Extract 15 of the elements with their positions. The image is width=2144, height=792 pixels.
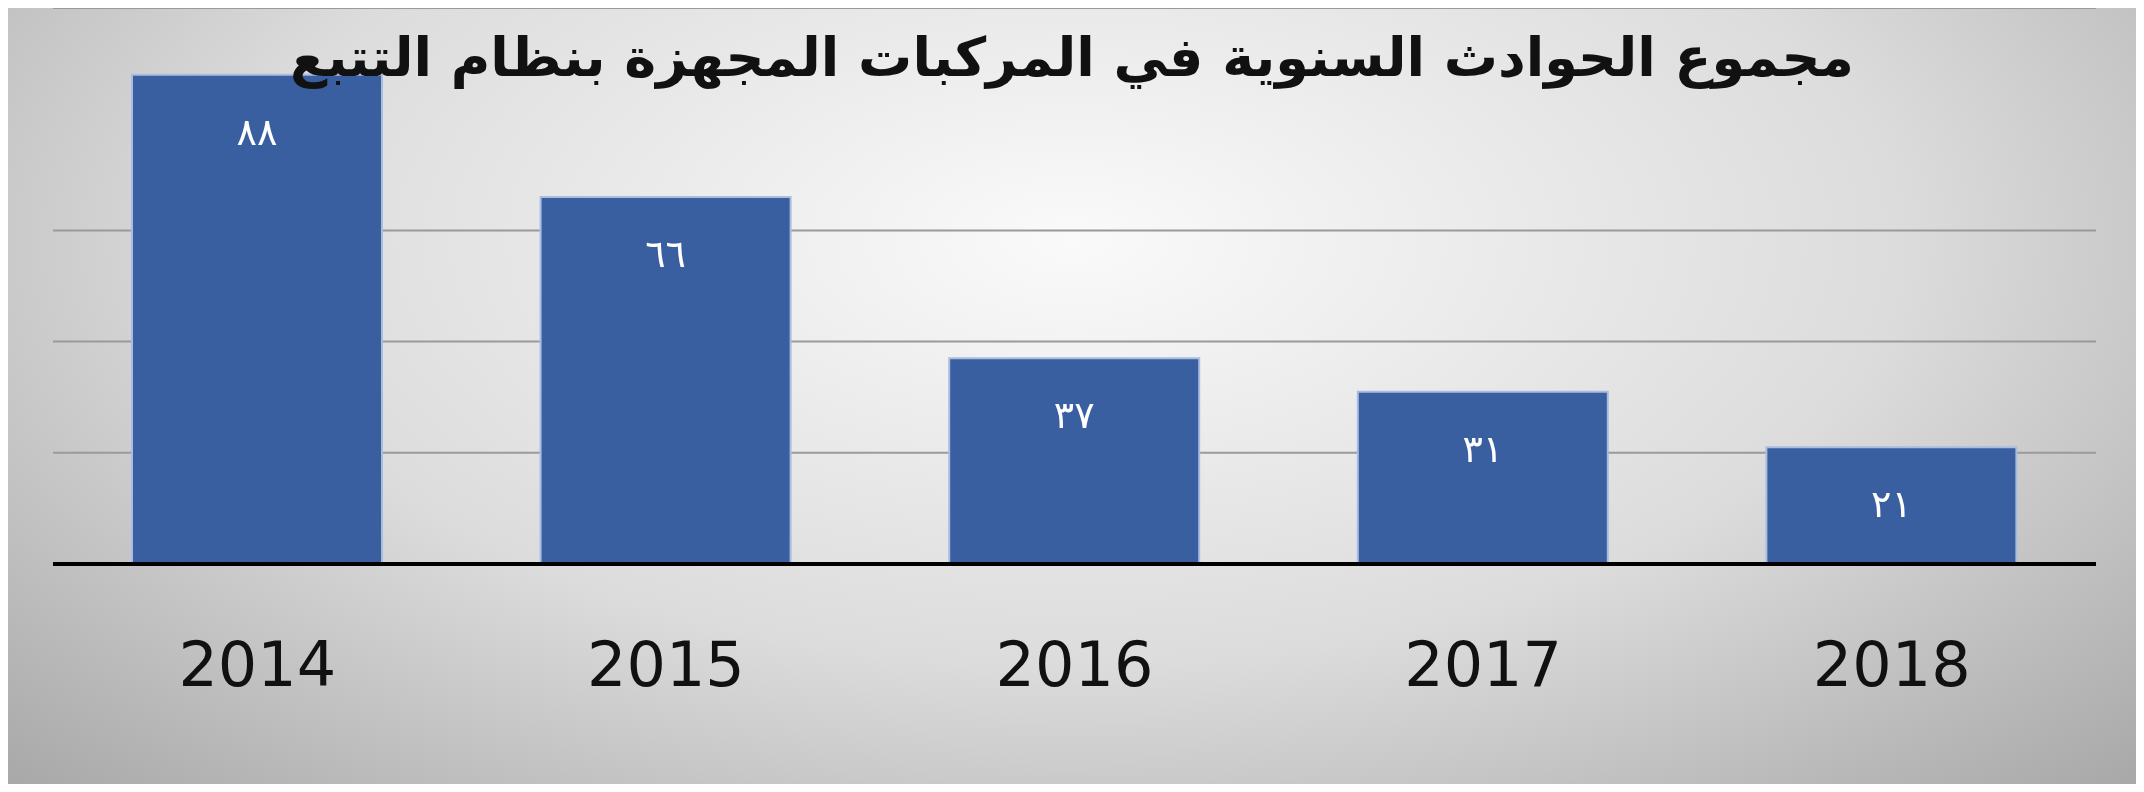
x-tick-label: 2017 — [1404, 628, 1562, 702]
bar — [1356, 390, 1609, 564]
data-label: ٣١ — [1462, 426, 1504, 471]
bar — [948, 357, 1201, 564]
data-label: ٨٨ — [236, 109, 278, 154]
bar — [539, 196, 792, 564]
bar — [1765, 446, 2018, 564]
data-label: ٣٧ — [1053, 393, 1095, 438]
x-tick-label: 2016 — [995, 628, 1154, 702]
x-tick-label: 2014 — [178, 628, 337, 702]
data-label: ٦٦ — [645, 232, 687, 277]
chart-title: مجموع الحوادث السنوية في المركبات المجهزة بنظام التتبع — [289, 26, 1855, 89]
x-tick-label: 2018 — [1812, 628, 1971, 702]
x-tick-label: 2015 — [587, 628, 745, 702]
data-label: ٢١ — [1870, 482, 1912, 527]
